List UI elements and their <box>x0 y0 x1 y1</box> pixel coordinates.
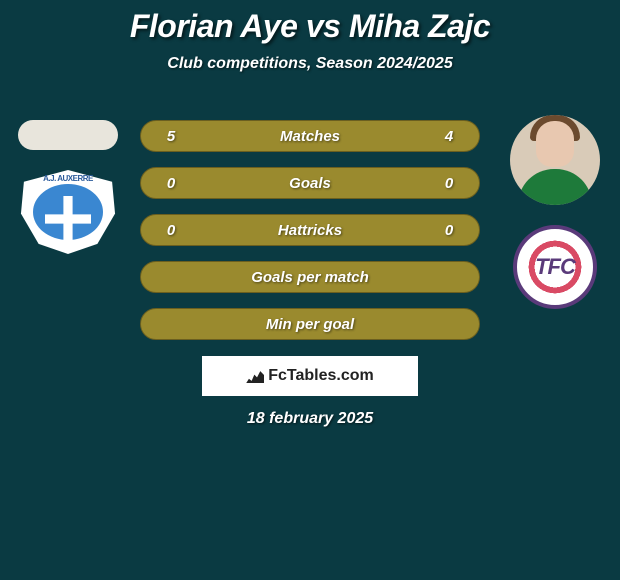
player-left-avatar <box>18 120 118 150</box>
stat-label: Matches <box>183 128 437 145</box>
stat-label: Hattricks <box>183 222 437 239</box>
stats-table: 5 Matches 4 0 Goals 0 0 Hattricks 0 Goal… <box>140 120 480 340</box>
club-logo-left: A.J. AUXERRE <box>19 170 117 254</box>
subtitle: Club competitions, Season 2024/2025 <box>0 55 620 73</box>
stat-row: Min per goal <box>140 308 480 340</box>
club-left-name: A.J. AUXERRE <box>19 174 117 183</box>
tfc-ring-icon: TFC <box>513 225 597 309</box>
stat-row: Goals per match <box>140 261 480 293</box>
watermark-text: FcTables.com <box>268 367 374 385</box>
stat-label: Min per goal <box>183 316 437 333</box>
right-player-column: TFC <box>500 115 610 309</box>
chart-icon <box>246 369 264 383</box>
watermark: FcTables.com <box>202 356 418 396</box>
page-title: Florian Aye vs Miha Zajc <box>0 0 620 45</box>
club-right-name: TFC <box>535 254 575 280</box>
stat-left-value: 5 <box>159 128 183 145</box>
stat-row: 0 Hattricks 0 <box>140 214 480 246</box>
face-icon <box>536 121 574 167</box>
club-logo-right: TFC <box>505 225 605 309</box>
player-right-avatar <box>510 115 600 205</box>
stat-row: 5 Matches 4 <box>140 120 480 152</box>
stat-row: 0 Goals 0 <box>140 167 480 199</box>
stat-label: Goals per match <box>183 269 437 286</box>
stat-right-value: 0 <box>437 222 461 239</box>
jersey-icon <box>518 169 592 205</box>
comparison-card: Florian Aye vs Miha Zajc Club competitio… <box>0 0 620 580</box>
left-player-column: A.J. AUXERRE <box>8 120 128 254</box>
stat-right-value: 4 <box>437 128 461 145</box>
stat-left-value: 0 <box>159 222 183 239</box>
stat-left-value: 0 <box>159 175 183 192</box>
date-label: 18 february 2025 <box>0 410 620 428</box>
stat-label: Goals <box>183 175 437 192</box>
stat-right-value: 0 <box>437 175 461 192</box>
